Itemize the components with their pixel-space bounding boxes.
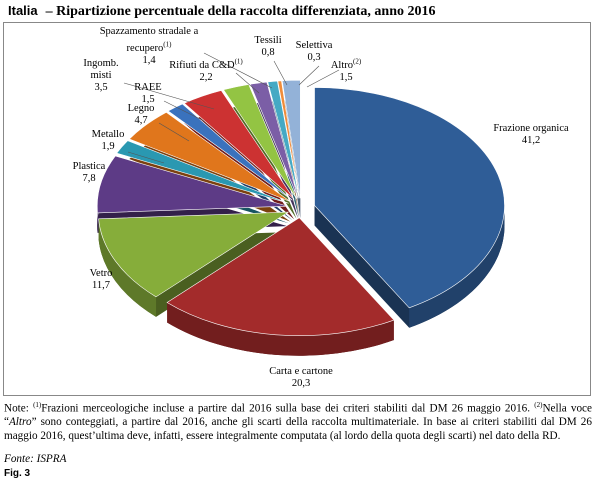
slice-side [167, 302, 394, 356]
slice [314, 87, 505, 309]
category-label: RAEE [134, 82, 162, 93]
slice-label: Ingomb. misti 3,5 [79, 58, 123, 94]
leader-line [273, 60, 288, 86]
category-note: (1) [163, 40, 172, 48]
slice [116, 140, 289, 204]
category-label: Carta e cartone [269, 366, 333, 377]
note-text: Altro [8, 416, 32, 429]
note: Note: (1)Frazioni merceologiche incluse … [4, 399, 592, 443]
slice [277, 80, 300, 199]
category-label: Plastica [72, 161, 106, 172]
note-marker: (1) [33, 401, 42, 409]
category-label: Frazione organica [493, 123, 569, 134]
category-label: Metallo [91, 129, 125, 140]
leader-line [158, 122, 190, 142]
value-label: 1,5 [141, 94, 155, 105]
category-label: Vetro [89, 268, 113, 279]
note-text: Note: [4, 402, 34, 415]
value-label: 1,9 [101, 141, 115, 152]
category-label: Rifiuti da C&D(1) [169, 57, 243, 71]
slice [281, 79, 301, 199]
category-label: Ingomb. misti [83, 58, 119, 81]
value-label: 0,3 [307, 52, 321, 63]
slice-label: RAEE 1,5 [118, 82, 178, 106]
value-label: 20,3 [291, 378, 311, 389]
value-label: 11,7 [92, 280, 110, 291]
category-label: Spazzamento stradale a recupero(1) [99, 26, 199, 54]
slice-label: Carta e cartone 20,3 [256, 366, 346, 390]
slice [128, 111, 291, 202]
chart-title: Italia – Ripartizione percentuale della r… [8, 3, 436, 20]
value-label: 2,2 [199, 71, 213, 83]
note-text: Frazioni merceologiche incluse a partire… [41, 402, 535, 415]
note-marker: (2) [534, 401, 543, 409]
slice-label: Altro(2) 1,5 [321, 55, 371, 84]
title: – Ripartizione percentuale della raccolt… [45, 4, 436, 19]
region: Italia [8, 3, 38, 18]
slice [166, 217, 395, 337]
leader-line [127, 151, 165, 164]
value-label: 4,7 [134, 115, 148, 126]
note-text: Nella voce “ [4, 402, 592, 429]
chart [96, 52, 505, 356]
slice-label: Metallo 1,9 [78, 129, 138, 153]
leader-line [163, 100, 205, 122]
category-label: Altro(2) [330, 57, 362, 71]
leader-line [203, 52, 273, 89]
slice-label: Frazione organica 41,2 [486, 123, 576, 147]
slice [249, 81, 299, 199]
slice [223, 84, 297, 199]
slice-label: Vetro 11,7 [71, 268, 131, 292]
category-label: Tessili [254, 35, 282, 46]
value-label: 41,2 [521, 135, 541, 146]
note-text: ” sono conteggiati, a partire dal 2016, … [4, 416, 592, 442]
category-label: Legno [127, 103, 155, 114]
slice [167, 103, 293, 201]
slice [183, 90, 295, 200]
slice [96, 155, 288, 214]
source: Fonte: ISPRA [4, 453, 67, 465]
value-label: 1,4 [142, 54, 156, 66]
slice-label: Rifiuti da C&D(1) 2,2 [161, 55, 251, 84]
slice-side [409, 205, 505, 328]
value-label: 1,5 [339, 71, 353, 83]
figure-label: Fig. 3 [4, 468, 31, 479]
value-label: 0,8 [261, 47, 275, 58]
leader-line [306, 69, 340, 88]
slice-label: Selettiva 0,3 [289, 40, 339, 64]
slice-label: Legno 4,7 [111, 103, 171, 127]
category-label: Selettiva [295, 40, 333, 51]
leader-line [123, 82, 215, 110]
slice [98, 211, 290, 298]
category-note: (2) [353, 57, 362, 65]
slice-side [98, 218, 157, 317]
chart-frame: Frazione organica 41,2 Carta e cartone 20,3… [3, 22, 591, 396]
value-label: 7,8 [82, 173, 96, 184]
leader-line [235, 72, 260, 94]
category-note: (1) [234, 57, 243, 65]
value-label: 3,5 [94, 82, 108, 93]
slice-label: Tessili 0,8 [243, 35, 293, 59]
leader-line [298, 65, 320, 86]
slice-label: Plastica 7,8 [59, 161, 119, 185]
slice-label: Spazzamento stradale a recupero(1) 1,4 [79, 26, 219, 67]
slice [267, 80, 300, 199]
